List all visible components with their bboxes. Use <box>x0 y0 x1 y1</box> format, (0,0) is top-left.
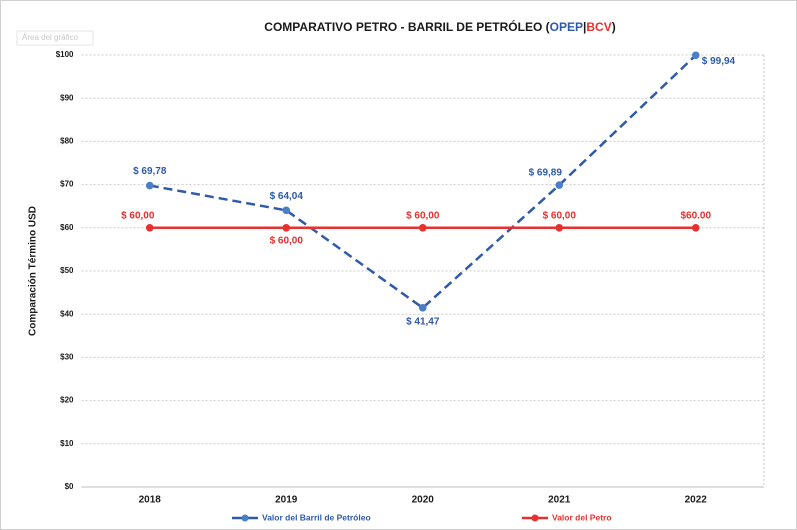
point <box>145 181 154 190</box>
title-part: | <box>583 20 586 34</box>
data-label: $ 64,04 <box>270 191 304 202</box>
legend-label: Valor del Petro <box>552 512 612 522</box>
x-tick-label: 2019 <box>275 495 298 506</box>
y-tick-label: $70 <box>60 180 74 189</box>
tooltip-box <box>16 30 94 46</box>
point <box>418 304 427 312</box>
legend-label: Valor del Barril de Petróleo <box>262 512 371 522</box>
tooltip: Área del gráfico <box>22 33 79 42</box>
x-tick-label: 2018 <box>139 495 162 506</box>
y-tick-label: $40 <box>60 309 74 318</box>
point <box>145 224 154 232</box>
title-part: OPEP <box>550 20 583 34</box>
title-part: BCV <box>586 20 611 34</box>
data-label: $ 60,00 <box>543 210 577 221</box>
legend-marker <box>241 514 249 522</box>
point <box>691 51 700 60</box>
y-tick-label: $20 <box>60 396 74 405</box>
point <box>282 206 291 215</box>
title-part: COMPARATIVO PETRO - BARRIL DE PETRÓLEO ( <box>264 19 549 34</box>
data-label: $ 69,89 <box>529 168 563 179</box>
point <box>282 224 291 232</box>
y-tick-label: $90 <box>60 93 74 102</box>
data-label: $ 60,00 <box>270 235 304 246</box>
y-tick-label: $50 <box>60 266 74 275</box>
y-tick-label: $30 <box>60 353 74 362</box>
data-label: $ 60,00 <box>406 210 440 221</box>
legend-marker <box>531 514 539 522</box>
data-label: $ 60,00 <box>121 210 155 221</box>
y-tick-label: $60 <box>60 223 74 232</box>
x-tick-label: 2021 <box>548 495 571 506</box>
y-tick-label: $10 <box>60 439 74 448</box>
point <box>555 181 564 189</box>
y-tick-label: $80 <box>60 137 74 146</box>
chart-title: COMPARATIVO PETRO - BARRIL DE PETRÓLEO (… <box>264 19 615 34</box>
series-line <box>149 54 697 310</box>
y-axis-title: Comparación Término USD <box>28 206 39 336</box>
data-label: $ 69,78 <box>133 166 167 177</box>
y-tick-label: $100 <box>56 50 74 59</box>
point <box>691 224 700 232</box>
data-label: $ 99,94 <box>702 56 736 67</box>
y-tick-label: $0 <box>65 482 74 491</box>
point <box>555 224 564 232</box>
title-part: ) <box>612 20 616 34</box>
data-label: $ 41,47 <box>406 316 440 327</box>
x-tick-label: 2020 <box>412 495 435 506</box>
point <box>418 224 427 232</box>
x-tick-label: 2022 <box>685 495 708 506</box>
data-label: $60.00 <box>680 210 711 221</box>
